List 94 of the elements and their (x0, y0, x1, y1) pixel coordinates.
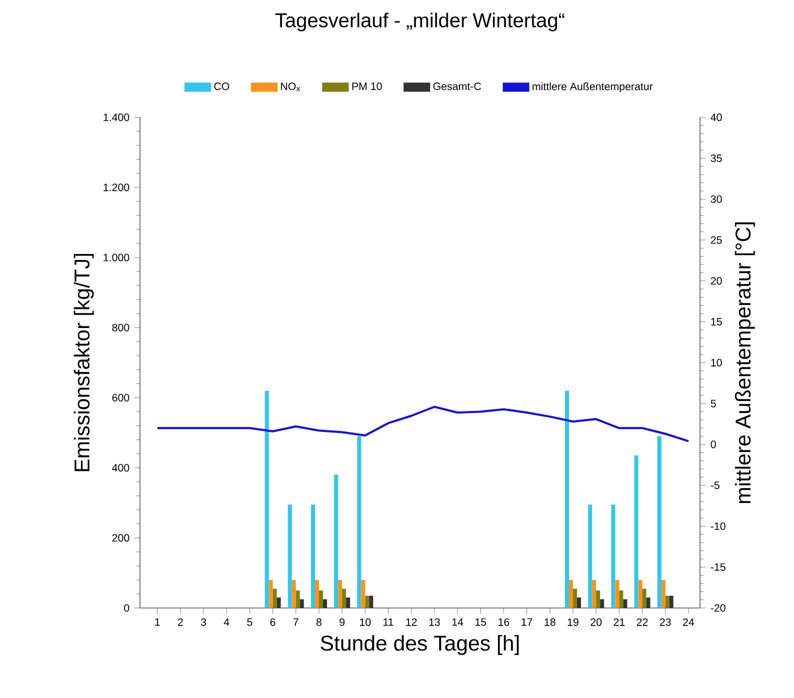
bar (264, 390, 269, 608)
bar (600, 599, 604, 608)
bar (642, 588, 646, 608)
y2-tick-label: 15 (711, 318, 722, 326)
bar (657, 436, 662, 608)
x-tick-label: 19 (568, 618, 578, 626)
y2-tick-label: 40 (710, 114, 722, 122)
bar (365, 596, 370, 608)
x-tick-label: 12 (406, 618, 417, 626)
bar (310, 504, 315, 608)
bar (619, 590, 624, 608)
x-tick-label: 15 (476, 618, 486, 626)
bar (346, 597, 350, 608)
bar (611, 504, 616, 608)
bar (272, 588, 277, 608)
y2-tick-label: 10 (711, 358, 722, 366)
bar (588, 504, 592, 608)
bar (357, 436, 362, 608)
bar (318, 590, 323, 608)
x-tick-label: 20 (590, 618, 602, 626)
x-tick-label: 22 (636, 618, 648, 626)
bar (338, 580, 342, 608)
bar (564, 390, 569, 608)
y2-tick-label: 35 (710, 154, 722, 162)
legend-label: PM 10 (352, 82, 382, 90)
bar (361, 580, 366, 608)
x-tick-label: 17 (522, 618, 532, 626)
x-tick-label: 9 (340, 618, 345, 626)
legend-label: Gesamt-C (433, 82, 481, 90)
x-tick-label: 3 (200, 618, 206, 626)
bar (592, 580, 596, 608)
y2-tick-label: 0 (710, 440, 716, 448)
x-tick-label: 10 (360, 618, 371, 626)
x-tick-label: 14 (452, 618, 464, 626)
bar (314, 580, 319, 608)
bar (665, 596, 670, 608)
bar (342, 588, 346, 608)
y-tick-label: 1.400 (104, 114, 130, 122)
x-tick-label: 18 (544, 618, 556, 626)
x-tick-label: 24 (683, 618, 694, 626)
x-tick-label: 1 (155, 618, 160, 626)
bar (646, 597, 650, 608)
bar (576, 597, 581, 608)
x-tick-label: 5 (247, 618, 252, 626)
x-tick-label: 23 (660, 618, 671, 626)
x-tick-label: 21 (614, 618, 625, 626)
legend-label: mittlere Außentemperatur (532, 82, 653, 92)
bar (634, 456, 638, 608)
x-tick-label: 7 (293, 618, 298, 626)
y-tick-label: 200 (112, 534, 130, 542)
y2-tick-label: -15 (710, 563, 726, 571)
bar (268, 580, 273, 608)
bar (292, 580, 296, 608)
y-tick-label: 400 (112, 464, 130, 472)
y-tick-label: 1.000 (104, 254, 130, 262)
y2-tick-label: 30 (710, 195, 722, 203)
x-tick-label: 8 (316, 618, 322, 626)
x-tick-label: 11 (384, 618, 394, 626)
y2-axis-title: mittlere Außentemperatur [°C] (734, 222, 755, 504)
y2-tick-label: 5 (710, 400, 716, 408)
y2-tick-label: -10 (710, 522, 726, 530)
y-tick-label: 0 (124, 604, 130, 612)
x-axis-title: Stunde des Tages [h] (320, 635, 519, 655)
bar (296, 590, 300, 608)
bar (572, 588, 577, 608)
bar (334, 474, 338, 608)
bar (568, 580, 573, 608)
bar (623, 599, 628, 608)
bar (322, 599, 327, 608)
chart-title: Tagesverlauf - „milder Wintertag“ (275, 12, 564, 32)
x-tick-label: 13 (429, 618, 440, 626)
y2-tick-label: -20 (710, 604, 726, 612)
bar (669, 596, 674, 608)
bar (615, 580, 620, 608)
bar (369, 596, 374, 608)
y2-tick-label: 25 (710, 236, 722, 244)
bar (661, 580, 666, 608)
y2-tick-label: -5 (710, 482, 720, 490)
y-tick-label: 800 (112, 324, 130, 332)
legend-label: NO$_{x}$ (281, 82, 300, 92)
bar (596, 590, 600, 608)
y2-tick-label: 20 (710, 277, 722, 285)
x-tick-label: 4 (224, 618, 230, 626)
bar (288, 504, 292, 608)
bar (276, 597, 281, 608)
x-tick-label: 6 (270, 618, 276, 626)
y-tick-label: 600 (112, 394, 130, 402)
bar (638, 580, 642, 608)
x-tick-label: 2 (178, 618, 183, 626)
legend-label: CO (214, 82, 230, 90)
y-tick-label: 1.200 (104, 184, 130, 192)
x-tick-label: 16 (498, 618, 510, 626)
bar (300, 599, 304, 608)
y-axis-title: Emissionsfaktor [kg/TJ] (74, 254, 94, 472)
